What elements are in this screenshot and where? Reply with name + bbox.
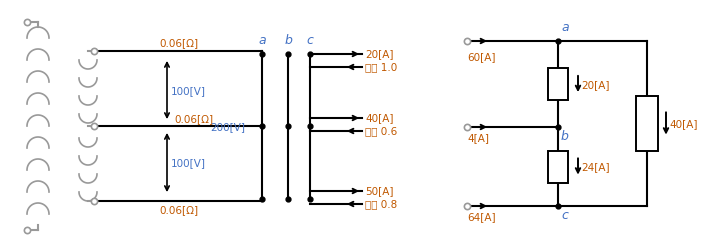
Text: 20[A]: 20[A] xyxy=(365,49,394,59)
Text: 24[A]: 24[A] xyxy=(581,162,610,172)
Text: 200[V]: 200[V] xyxy=(210,122,245,132)
Text: a: a xyxy=(258,34,266,47)
Text: c: c xyxy=(561,208,568,221)
Text: 64[A]: 64[A] xyxy=(467,211,496,221)
Text: b: b xyxy=(561,130,569,142)
Text: 20[A]: 20[A] xyxy=(581,80,610,90)
Text: b: b xyxy=(284,34,292,47)
Bar xyxy=(636,97,658,151)
Text: 4[A]: 4[A] xyxy=(467,133,489,142)
Text: 역률 0.8: 역률 0.8 xyxy=(365,198,397,208)
Text: 0.06[Ω]: 0.06[Ω] xyxy=(159,204,198,214)
Bar xyxy=(548,151,568,183)
Text: 50[A]: 50[A] xyxy=(365,185,394,195)
Text: 100[V]: 100[V] xyxy=(171,86,206,96)
Text: 역률 1.0: 역률 1.0 xyxy=(365,62,397,72)
Text: a: a xyxy=(561,21,569,34)
Text: 100[V]: 100[V] xyxy=(171,158,206,168)
Text: 40[A]: 40[A] xyxy=(365,113,394,122)
Text: 0.06[Ω]: 0.06[Ω] xyxy=(174,114,213,123)
Text: 0.06[Ω]: 0.06[Ω] xyxy=(159,38,198,48)
Text: 60[A]: 60[A] xyxy=(467,52,496,62)
Text: 역률 0.6: 역률 0.6 xyxy=(365,125,397,136)
Text: 40[A]: 40[A] xyxy=(669,119,697,129)
Text: c: c xyxy=(307,34,314,47)
Bar xyxy=(548,69,568,101)
